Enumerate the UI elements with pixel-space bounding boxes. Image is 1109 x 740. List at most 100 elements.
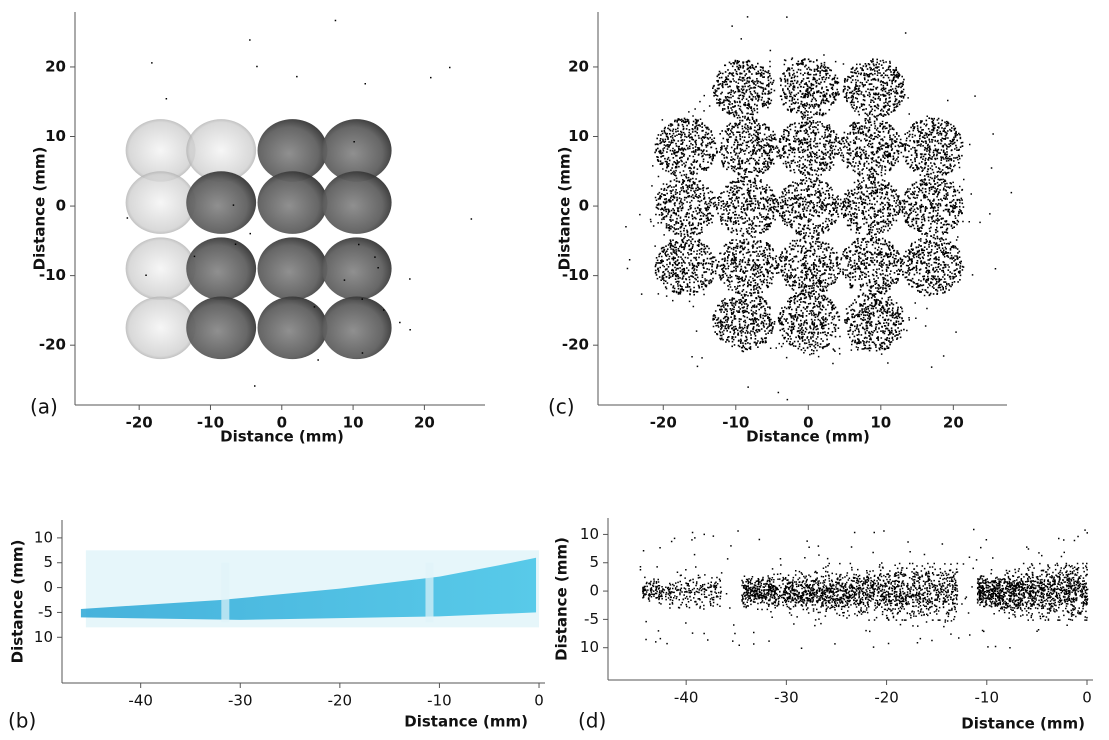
sphere-image: [321, 237, 392, 300]
y-tick-label: -5: [584, 610, 599, 628]
y-tick-label: 10: [34, 628, 53, 646]
x-tick-label: 20: [943, 414, 964, 432]
scatter-cluster: [901, 176, 965, 237]
sphere-image: [321, 296, 392, 360]
x-tick-label: -30: [228, 692, 253, 710]
x-tick-label: 0: [1082, 689, 1092, 707]
y-axis-label: Distance (mm): [31, 147, 49, 271]
dye-band: [80, 557, 537, 620]
scatter-cluster: [779, 58, 840, 119]
y-tick-label: 20: [45, 57, 66, 75]
y-tick-label: -5: [38, 603, 53, 621]
y-tick-label: -10: [39, 266, 66, 284]
tick-labels: -20 -10 0 10 20 -20 -10 0 10 20: [562, 57, 964, 431]
scatter-cluster: [777, 117, 841, 177]
y-tick-label: 20: [568, 57, 589, 75]
band-gap: [221, 562, 230, 623]
x-tick-label: -20: [126, 414, 153, 432]
scatter-cluster: [842, 58, 906, 120]
x-tick-label: 10: [870, 414, 891, 432]
sphere-image: [257, 171, 328, 234]
sphere-image: [257, 296, 328, 360]
panel-image: [80, 550, 540, 628]
panel-label: (c): [548, 395, 575, 419]
scatter-cluster: [777, 177, 841, 238]
sphere-image: [321, 171, 392, 234]
x-axis-label: Distance (mm): [220, 428, 344, 446]
panel-label: (b): [8, 709, 36, 733]
sphere-image: [321, 119, 392, 182]
y-tick-label: 10: [580, 525, 599, 543]
x-axis-label: Distance (mm): [746, 428, 870, 446]
panel-image: [125, 19, 473, 387]
sphere-image: [125, 237, 196, 300]
y-tick-label: 5: [43, 553, 53, 571]
sphere-image: [186, 119, 257, 182]
x-tick-label: -10: [427, 692, 452, 710]
sphere-image: [186, 296, 257, 360]
panel: -40 -30 -20 -10 0 10 -5 0 5 10 Distance (mm) Distan…: [553, 518, 1093, 733]
x-tick-label: -40: [674, 689, 699, 707]
y-axis-label: Distance (mm): [556, 147, 574, 271]
x-tick-label: -20: [874, 689, 899, 707]
y-tick-label: 5: [589, 553, 599, 571]
sphere-image: [186, 237, 257, 300]
x-tick-label: 0: [803, 414, 813, 432]
y-tick-label: -20: [39, 336, 66, 354]
scatter-cluster: [901, 117, 964, 178]
y-tick-label: 0: [579, 197, 589, 215]
scatter-cluster: [654, 117, 717, 178]
y-tick-label: 10: [34, 528, 53, 546]
tick-labels: -20 -10 0 10 20 -20 -10 0 10 20: [39, 57, 435, 431]
scatter-cluster: [715, 176, 780, 237]
y-tick-label: -10: [562, 266, 589, 284]
y-axis-label: Distance (mm): [553, 537, 571, 661]
band-gap: [425, 562, 434, 623]
scatter-cluster: [839, 236, 903, 297]
sphere-image: [125, 171, 196, 234]
scatter-cluster: [654, 236, 717, 296]
y-axis-label: Distance (mm): [9, 540, 27, 664]
scatter-cluster: [839, 176, 902, 237]
scatter-cluster: [844, 291, 905, 352]
tick-labels: -40 -30 -20 -10 0 10 -5 0 5 10: [580, 525, 1092, 707]
x-tick-label: -10: [197, 414, 224, 432]
sphere-image: [257, 237, 328, 300]
scatter-cluster: [712, 59, 776, 119]
scatter-cluster: [777, 235, 840, 297]
panel: -40 -30 -20 -10 0 10 -5 0 5 10 Distance (mm) Distan…: [8, 520, 545, 733]
panel-label: (a): [30, 395, 58, 419]
x-tick-label: -40: [128, 692, 153, 710]
x-tick-label: -10: [722, 414, 749, 432]
y-tick-label: 10: [45, 127, 66, 145]
x-tick-label: -20: [650, 414, 677, 432]
y-tick-label: 0: [56, 197, 66, 215]
scatter-cluster: [715, 117, 779, 179]
scatter-cluster: [777, 291, 841, 352]
x-axis-label: Distance (mm): [961, 715, 1085, 733]
x-tick-label: 0: [534, 692, 544, 710]
y-tick-label: 0: [589, 582, 599, 600]
scatter-cluster: [655, 176, 718, 237]
x-tick-label: -10: [975, 689, 1000, 707]
panel: -20 -10 0 10 20 -20 -10 0 10 20 Distance (mm) Dista…: [30, 12, 485, 446]
x-tick-label: 10: [343, 414, 364, 432]
scatter-cluster: [716, 236, 780, 297]
scatter-cluster: [839, 118, 903, 178]
sphere-image: [257, 119, 328, 182]
sphere-image: [125, 296, 196, 360]
panel-image: [625, 16, 1013, 401]
y-tick-label: -20: [562, 336, 589, 354]
scatter-points: [639, 528, 1089, 649]
y-tick-label: 10: [568, 127, 589, 145]
sphere-image: [186, 171, 257, 234]
scatter-cluster: [712, 291, 776, 353]
scatter-cluster: [900, 235, 965, 297]
panel-label: (d): [578, 709, 606, 733]
x-tick-label: 20: [414, 414, 435, 432]
x-tick-label: 0: [277, 414, 287, 432]
x-tick-label: -20: [328, 692, 353, 710]
panel: -20 -10 0 10 20 -20 -10 0 10 20 Distance (mm) Dista…: [548, 12, 1013, 446]
sphere-image: [125, 119, 196, 182]
